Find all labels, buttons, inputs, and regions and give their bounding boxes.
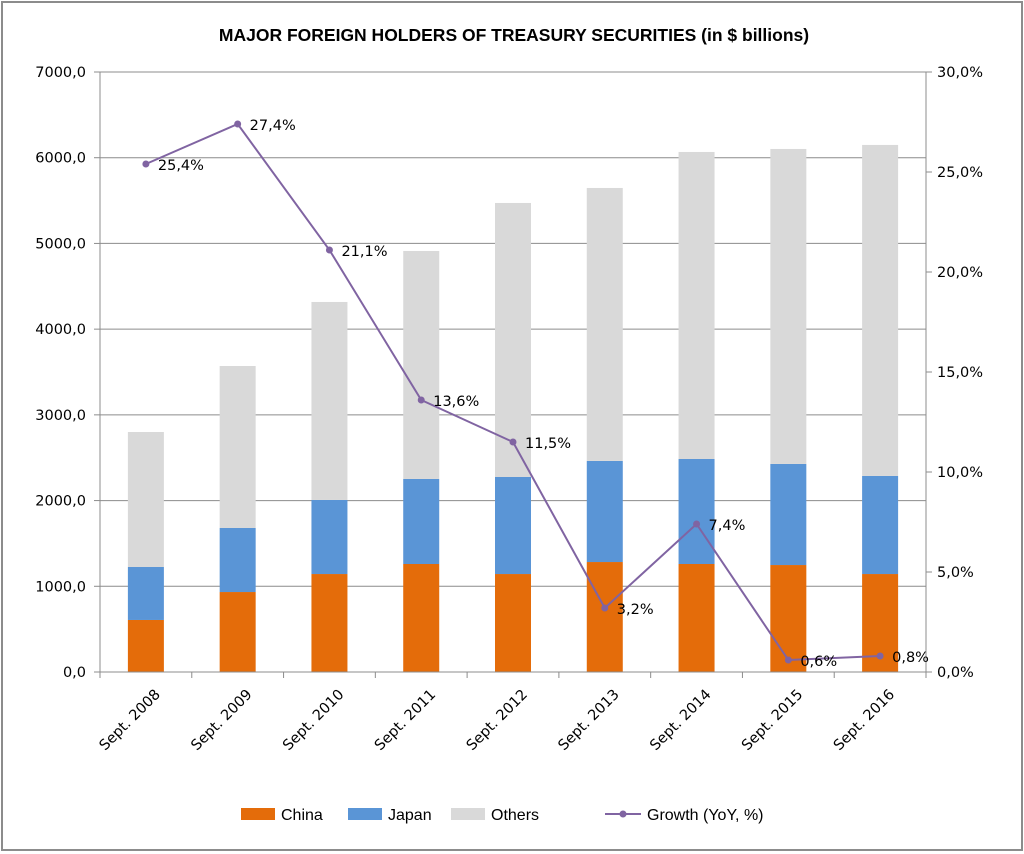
bar-china-6 — [678, 564, 715, 672]
legend-label-china: China — [281, 807, 323, 824]
y-tick-label: 0,0 — [63, 665, 86, 681]
legend-label-growth: Growth (YoY, %) — [647, 807, 764, 824]
y-tick-label: 5000,0 — [35, 236, 86, 252]
bar-japan-0 — [127, 567, 164, 620]
bar-others-2 — [311, 301, 348, 500]
growth-data-label: 21,1% — [341, 244, 387, 260]
bar-others-8 — [862, 144, 899, 476]
x-tick-label: Sept. 2015 — [739, 687, 806, 754]
bar-japan-4 — [495, 477, 531, 575]
chart-title: MAJOR FOREIGN HOLDERS OF TREASURY SECURI… — [219, 25, 809, 45]
x-tick-label: Sept. 2008 — [97, 687, 164, 754]
bar-china-4 — [495, 574, 531, 672]
growth-data-label: 11,5% — [525, 436, 571, 452]
y2-tick-label: 25,0% — [937, 165, 983, 181]
growth-data-label: 27,4% — [250, 118, 296, 134]
x-tick-label: Sept. 2010 — [280, 687, 347, 754]
growth-data-label: 7,4% — [709, 518, 746, 534]
bar-china-2 — [311, 574, 348, 672]
y-tick-label: 6000,0 — [35, 151, 86, 167]
growth-data-label: 3,2% — [617, 602, 654, 618]
y-tick-label: 7000,0 — [35, 65, 86, 81]
y-tick-label: 2000,0 — [35, 494, 86, 510]
x-axis-ticks: Sept. 2008 Sept. 2009 Sept. 2010 Sept. 2011… — [97, 672, 927, 754]
chart-canvas: MAJOR FOREIGN HOLDERS OF TREASURY SECURI… — [35, 25, 983, 824]
bar-others-3 — [403, 250, 440, 479]
y-tick-label: 4000,0 — [35, 322, 86, 338]
bar-others-5 — [586, 187, 623, 461]
growth-data-label: 0,8% — [892, 650, 929, 666]
legend-label-japan: Japan — [388, 807, 432, 824]
y2-axis-ticks: 0,0% 5,0% 10,0% 15,0% 20,0% 25,0% 30,0% — [926, 65, 983, 681]
x-tick-label: Sept. 2014 — [647, 687, 714, 754]
bar-japan-1 — [219, 528, 256, 593]
legend-swatch-others — [451, 808, 485, 820]
growth-data-label: 0,6% — [800, 654, 837, 670]
x-tick-label: Sept. 2009 — [188, 687, 255, 754]
legend-marker-growth — [619, 810, 627, 818]
bar-others-4 — [495, 202, 531, 477]
growth-point — [693, 520, 701, 528]
bar-others-6 — [678, 151, 715, 459]
y2-tick-label: 10,0% — [937, 465, 983, 481]
bar-japan-5 — [586, 460, 623, 563]
growth-line: 25,4% 27,4% 21,1% 13,6% 11,5% 3,2% 7,4% 0,6% 0,8… — [142, 118, 929, 670]
x-tick-label: Sept. 2016 — [831, 687, 898, 754]
bar-china-0 — [127, 619, 164, 672]
legend-swatch-japan — [348, 808, 382, 820]
bar-china-5 — [586, 562, 623, 672]
growth-point — [142, 160, 150, 168]
y-axis-ticks: 0,0 1000,0 2000,0 3000,0 4000,0 5000,0 6000,0 7… — [35, 65, 100, 681]
bar-others-0 — [127, 432, 164, 567]
x-tick-label: Sept. 2013 — [556, 687, 623, 754]
bar-japan-8 — [862, 475, 899, 575]
bar-japan-2 — [311, 499, 348, 575]
legend: China Japan Others Growth (YoY, %) — [241, 807, 764, 824]
legend-swatch-china — [241, 808, 275, 820]
bar-others-1 — [219, 366, 256, 528]
y-tick-label: 3000,0 — [35, 408, 86, 424]
y2-tick-label: 20,0% — [937, 265, 983, 281]
growth-point — [876, 652, 884, 660]
y2-tick-label: 15,0% — [937, 365, 983, 381]
x-tick-label: Sept. 2011 — [372, 687, 439, 754]
bar-japan-3 — [403, 478, 440, 564]
bar-japan-7 — [770, 463, 807, 566]
x-tick-label: Sept. 2012 — [464, 687, 531, 754]
y2-tick-label: 30,0% — [937, 65, 983, 81]
y2-tick-label: 0,0% — [937, 665, 974, 681]
y-tick-label: 1000,0 — [35, 579, 86, 595]
legend-label-others: Others — [491, 807, 539, 824]
bar-china-1 — [219, 592, 256, 672]
growth-point — [509, 438, 517, 446]
bars — [127, 144, 899, 672]
bar-china-3 — [403, 564, 440, 672]
bar-china-7 — [770, 565, 807, 672]
y2-tick-label: 5,0% — [937, 565, 974, 581]
growth-point — [417, 396, 425, 404]
growth-point — [234, 120, 242, 128]
bar-japan-6 — [678, 459, 715, 564]
growth-point — [601, 604, 609, 612]
bar-others-7 — [770, 148, 807, 464]
growth-point — [784, 656, 792, 664]
growth-point — [325, 246, 333, 254]
growth-data-label: 25,4% — [158, 158, 204, 174]
growth-data-label: 13,6% — [433, 394, 479, 410]
